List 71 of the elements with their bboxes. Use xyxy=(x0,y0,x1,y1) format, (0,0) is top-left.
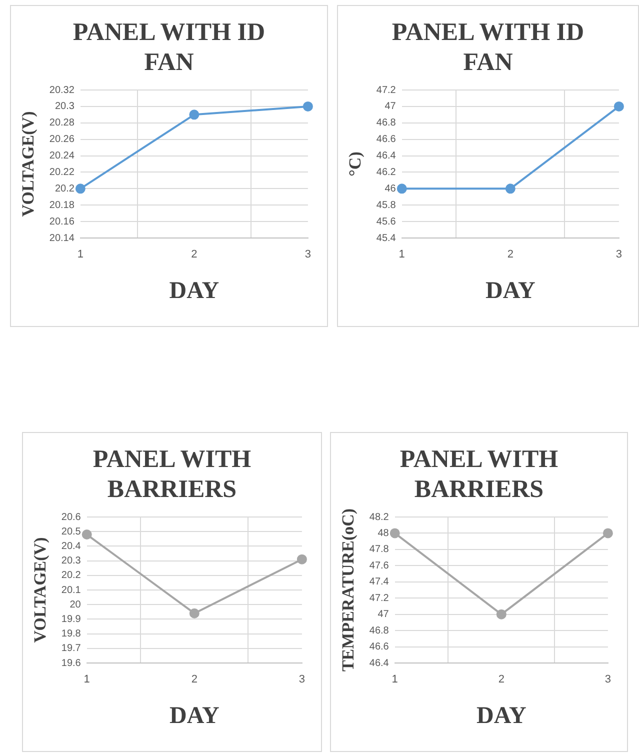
x-tick-label: 2 xyxy=(191,248,198,261)
point xyxy=(82,530,92,540)
y-tick-label: 20.22 xyxy=(49,166,75,178)
y-tick-label: 19.8 xyxy=(61,628,82,640)
y-tick-label: 19.6 xyxy=(61,658,82,669)
x-axis-title: DAY xyxy=(476,702,526,729)
y-tick-label: 20.5 xyxy=(61,526,82,538)
y-tick-label: 20.16 xyxy=(49,216,75,228)
y-tick-label: 47.4 xyxy=(369,576,390,588)
y-tick-label: 46.4 xyxy=(376,150,396,162)
x-tick-label: 1 xyxy=(398,248,405,261)
y-tick-label: 20.6 xyxy=(61,512,82,523)
y-tick-label: 20.1 xyxy=(61,584,82,596)
y-tick-label: 19.9 xyxy=(61,614,82,625)
y-tick-label: 20.32 xyxy=(49,84,75,96)
x-tick-label: 3 xyxy=(298,674,306,686)
y-tick-label: 47.2 xyxy=(369,592,390,604)
point xyxy=(189,608,200,618)
x-axis-title: DAY xyxy=(170,702,220,729)
y-tick-label: 20.4 xyxy=(61,540,82,552)
x-axis-title: DAY xyxy=(169,278,220,304)
y-tick-label: 48.2 xyxy=(369,512,390,523)
y-tick-label: 46 xyxy=(384,183,396,194)
y-tick-label: 19.7 xyxy=(61,643,82,654)
x-tick-label: 3 xyxy=(604,674,612,686)
chart-title: PANEL WITH ID FAN xyxy=(72,18,266,78)
y-tick-label: 20.2 xyxy=(54,183,75,194)
y-tick-label: 46.8 xyxy=(369,625,390,636)
x-tick-label: 2 xyxy=(191,674,198,686)
point xyxy=(296,554,307,564)
y-tick-label: 47 xyxy=(384,101,396,112)
x-tick-label: 1 xyxy=(392,674,398,686)
y-tick-label: 20.3 xyxy=(54,101,75,112)
y-tick-label: 46.4 xyxy=(369,658,390,669)
y-axis-title: VOLTAGE(V) xyxy=(30,537,50,643)
x-tick-label: 2 xyxy=(507,248,514,261)
x-tick-label: 1 xyxy=(77,248,84,261)
y-axis-title: VOLTAGE(V) xyxy=(18,111,38,217)
y-tick-label: 47.6 xyxy=(369,560,390,572)
y-tick-label: 47.8 xyxy=(369,544,390,556)
y-tick-label: 20.26 xyxy=(49,134,75,146)
point xyxy=(302,101,313,112)
x-tick-label: 3 xyxy=(304,248,312,261)
point xyxy=(189,110,200,120)
y-tick-label: 46.2 xyxy=(376,166,396,178)
y-tick-label: 46.6 xyxy=(369,642,390,653)
x-axis-title: DAY xyxy=(486,278,536,304)
y-axis-title: °C) xyxy=(346,152,365,176)
x-tick-label: 2 xyxy=(498,674,504,686)
x-tick-label: 3 xyxy=(616,248,622,261)
y-tick-label: 20.14 xyxy=(49,232,75,244)
chart-title: PANEL WITH ID FAN xyxy=(390,18,586,78)
point xyxy=(75,184,86,194)
y-tick-label: 20.24 xyxy=(49,150,75,162)
y-tick-label: 47.2 xyxy=(376,84,396,96)
chart-title: PANEL WITH BARRIERS xyxy=(92,445,252,505)
chart-title: PANEL WITH BARRIERS xyxy=(398,445,560,505)
y-tick-label: 48 xyxy=(378,528,390,539)
y-tick-label: 46.6 xyxy=(376,134,396,146)
y-tick-label: 20.2 xyxy=(61,570,82,582)
y-tick-label: 47 xyxy=(378,609,390,620)
y-tick-label: 46.8 xyxy=(376,118,396,129)
y-tick-label: 20.3 xyxy=(61,556,82,567)
y-tick-label: 45.6 xyxy=(376,216,396,228)
y-tick-label: 45.4 xyxy=(376,232,396,244)
x-tick-label: 1 xyxy=(84,674,90,686)
y-axis-title: TEMPERATURE(oC) xyxy=(338,508,358,672)
y-tick-label: 20.18 xyxy=(49,200,75,211)
y-tick-label: 20.28 xyxy=(49,118,75,129)
y-tick-label: 20 xyxy=(70,599,82,610)
y-tick-label: 45.8 xyxy=(376,200,396,211)
